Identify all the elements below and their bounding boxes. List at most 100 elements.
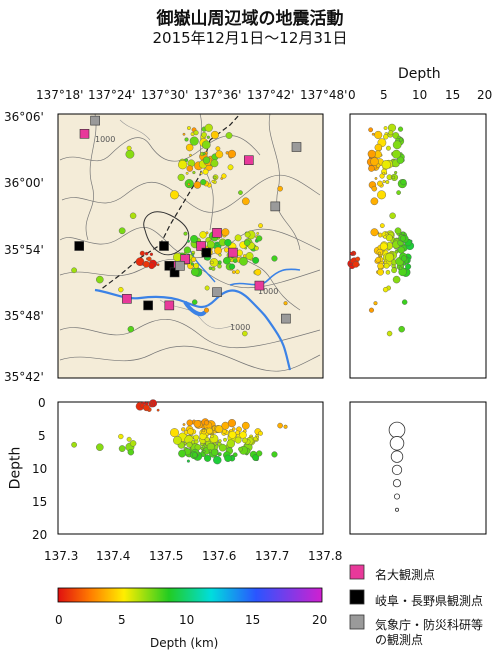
side-earthquake-marker (386, 330, 393, 337)
depth-bottom-xtick: 137.4 (96, 549, 131, 563)
depth-bottom-ytick: 10 (32, 462, 48, 476)
bottom-earthquake-marker (127, 448, 135, 456)
depth-bottom-xtick: 137.8 (308, 549, 343, 563)
side-earthquake-marker (384, 232, 388, 235)
map-earthquake-marker (193, 130, 199, 136)
side-earthquake-marker (379, 242, 388, 251)
map-earthquake-marker (227, 149, 237, 159)
map-earthquake-marker (96, 275, 104, 284)
map-earthquake-marker (238, 190, 243, 195)
map-earthquake-marker (149, 252, 154, 256)
map-earthquake-marker (127, 325, 135, 333)
map-earthquake-marker (193, 181, 202, 189)
lon-tick: 137°24' (88, 88, 136, 102)
map-earthquake-marker (201, 132, 207, 138)
station-marker-nagoya (122, 293, 132, 304)
contour-label: 1000 (230, 323, 250, 332)
map-earthquake-marker (186, 126, 191, 130)
map-earthquake-marker (241, 197, 250, 206)
side-earthquake-marker (392, 140, 402, 150)
station-marker-nagoya (254, 280, 265, 291)
station-marker-nagoya (244, 155, 254, 165)
side-earthquake-marker (391, 149, 401, 159)
side-earthquake-marker (375, 256, 382, 263)
map-earthquake-marker (217, 263, 222, 269)
side-earthquake-marker (374, 177, 378, 180)
map-earthquake-marker (214, 246, 222, 255)
lon-tick: 137°18' (36, 88, 84, 102)
side-earthquake-marker (383, 262, 390, 269)
bottom-earthquake-marker (203, 420, 210, 426)
bottom-earthquake-marker (183, 442, 187, 445)
map-earthquake-marker (199, 231, 207, 239)
bottom-earthquake-marker (223, 437, 227, 442)
bottom-earthquake-marker (238, 446, 243, 452)
lon-tick: 137°48' (300, 88, 348, 102)
bottom-earthquake-marker (256, 450, 263, 457)
map-earthquake-marker (192, 170, 196, 175)
side-earthquake-marker (392, 275, 401, 284)
bottom-earthquake-marker (239, 431, 247, 439)
map-earthquake-marker (184, 137, 189, 142)
bottom-earthquake-marker (228, 430, 237, 439)
map-earthquake-marker (129, 212, 137, 219)
side-earthquake-marker (373, 301, 378, 306)
map-earthquake-marker (177, 173, 185, 182)
map-earthquake-marker (215, 150, 224, 159)
bottom-earthquake-marker (173, 436, 182, 445)
bottom-earthquake-marker (156, 408, 160, 412)
map-earthquake-marker (225, 132, 233, 139)
side-earthquake-marker (349, 251, 354, 256)
map-earthquake-marker (189, 136, 199, 146)
map-earthquake-marker (209, 258, 219, 267)
mag-legend-symbol (389, 436, 405, 451)
side-earthquake-marker (368, 165, 375, 172)
side-earthquake-marker (396, 190, 401, 195)
bottom-earthquake-marker (252, 454, 260, 462)
map-earthquake-marker (258, 223, 263, 229)
bottom-earthquake-marker (234, 436, 242, 444)
depth-bottom-ytick: 0 (38, 396, 46, 410)
map-earthquake-marker (183, 246, 191, 254)
map-earthquake-marker (211, 179, 215, 183)
map-earthquake-marker (191, 299, 198, 305)
station-legend-label: 名大観測点 (375, 568, 436, 582)
side-earthquake-marker (374, 130, 383, 139)
map-earthquake-marker (243, 239, 251, 247)
bottom-earthquake-marker (129, 440, 137, 447)
bottom-earthquake-marker (226, 439, 236, 448)
side-earthquake-marker (377, 262, 384, 270)
map-earthquake-marker (242, 330, 248, 337)
bottom-earthquake-marker (200, 447, 204, 451)
map-earthquake-marker (217, 260, 222, 265)
bottom-earthquake-marker (182, 423, 186, 426)
bottom-earthquake-marker (241, 421, 250, 430)
map-earthquake-marker (191, 253, 195, 256)
bottom-earthquake-marker (217, 452, 222, 457)
map-earthquake-marker (126, 145, 132, 151)
side-earthquake-marker (382, 179, 386, 183)
bottom-earthquake-marker (258, 430, 263, 436)
map-earthquake-marker (221, 173, 227, 179)
lat-tick: 35°48' (4, 309, 44, 323)
side-earthquake-marker (400, 255, 408, 262)
magnitude-legend-symbols (388, 421, 406, 512)
bottom-earthquake-marker (204, 436, 210, 442)
side-earthquake-marker (398, 266, 403, 270)
mag-legend-symbol (393, 493, 401, 500)
bottom-earthquake-marker (187, 428, 194, 435)
bottom-earthquake-marker (186, 441, 193, 448)
mag-legend-symbol (392, 479, 402, 488)
map-earthquake-marker (186, 165, 194, 172)
side-earthquake-marker (371, 185, 378, 192)
map-earthquake-marker (193, 262, 200, 269)
side-earthquake-marker (389, 212, 396, 219)
mag-legend-symbol (390, 450, 404, 463)
map-earthquake-marker (231, 270, 236, 274)
colorbar (57, 587, 323, 603)
side-earthquake-marker (374, 143, 383, 152)
map-earthquake-marker (187, 182, 191, 186)
map-earthquake-marker (185, 143, 194, 152)
bottom-earthquake-marker (181, 427, 186, 432)
map-earthquake-marker (244, 231, 251, 238)
